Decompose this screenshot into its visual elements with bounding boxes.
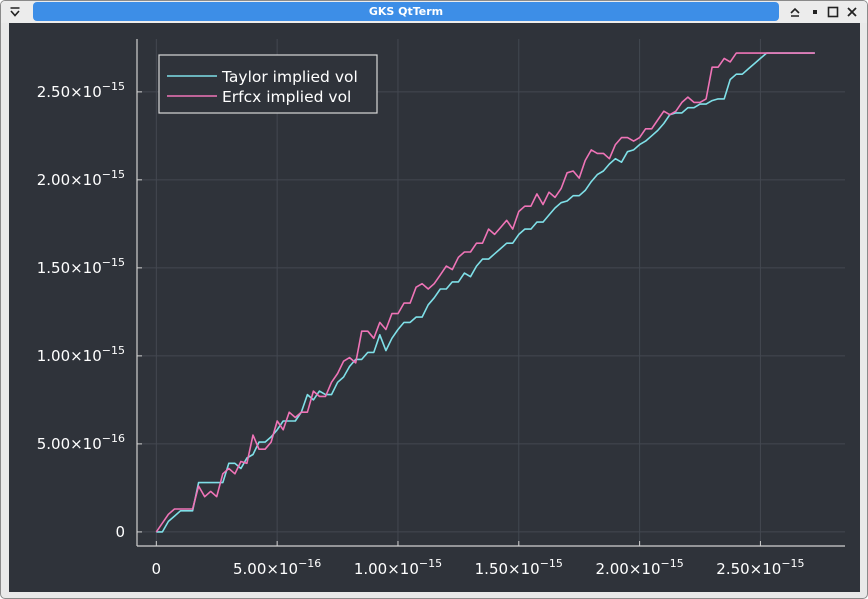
x-tick-label: 1.00×10−15 <box>354 557 442 578</box>
y-tick-label: 2.50×10−15 <box>37 80 125 101</box>
y-tick-label: 1.50×10−15 <box>37 256 125 277</box>
legend-box <box>158 54 378 114</box>
close-icon[interactable] <box>844 4 860 20</box>
x-tick-label: 0 <box>152 560 162 578</box>
axes <box>136 39 845 547</box>
minimize-icon[interactable] <box>807 4 823 20</box>
x-tick-label: 2.50×10−15 <box>716 557 804 578</box>
y-tick-label: 0 <box>115 523 125 541</box>
tick-labels: 0 5.00×10−16 1.00×10−15 1.50×10−15 2.00×10−1… <box>37 80 805 578</box>
legend-label-erfcx: Erfcx implied vol <box>222 88 351 106</box>
title-bar[interactable]: GKS QtTerm <box>1 1 867 23</box>
legend: Taylor implied vol Erfcx implied vol <box>158 54 378 114</box>
x-tick-label: 2.00×10−15 <box>595 557 683 578</box>
plot-canvas: 0 5.00×10−16 1.00×10−15 1.50×10−15 2.00×10−1… <box>9 23 860 592</box>
series-line-erfcx <box>155 52 815 533</box>
line-chart: 0 5.00×10−16 1.00×10−15 1.50×10−15 2.00×10−1… <box>37 39 845 578</box>
y-tick-label: 1.00×10−15 <box>37 344 125 365</box>
y-tick-label: 5.00×10−16 <box>37 432 125 453</box>
y-tick-label: 2.00×10−15 <box>37 168 125 189</box>
window-title: GKS QtTerm <box>33 2 779 21</box>
menu-chevron-icon[interactable] <box>7 4 23 20</box>
shade-up-icon[interactable] <box>787 4 803 20</box>
maximize-icon[interactable] <box>825 4 841 20</box>
series <box>155 52 815 533</box>
x-tick-label: 5.00×10−16 <box>233 557 321 578</box>
x-tick-label: 1.50×10−15 <box>475 557 563 578</box>
grid <box>137 39 845 546</box>
legend-label-taylor: Taylor implied vol <box>221 68 358 86</box>
series-line-taylor <box>156 52 815 533</box>
